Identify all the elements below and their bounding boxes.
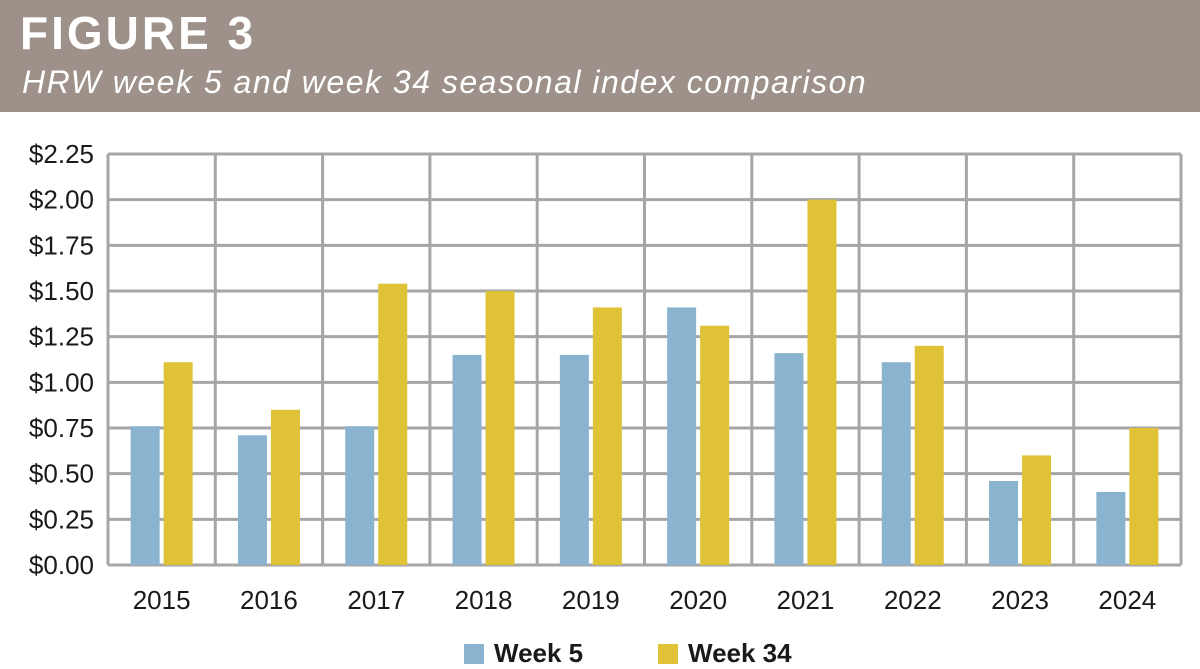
legend-label-week34: Week 34 [688, 638, 792, 668]
x-tick-label: 2015 [133, 585, 191, 615]
bar-week34-2021 [807, 199, 837, 565]
bar-week34-2023 [1022, 455, 1052, 565]
bar-week5-2020 [667, 307, 697, 565]
bars-layer [130, 199, 1159, 565]
x-tick-label: 2021 [777, 585, 835, 615]
y-tick-label: $1.25 [29, 322, 94, 352]
bar-week34-2015 [163, 362, 193, 565]
y-tick-label: $2.00 [29, 185, 94, 215]
y-tick-label: $0.25 [29, 504, 94, 534]
figure-label: FIGURE 3 [20, 7, 257, 59]
x-tick-label: 2022 [884, 585, 942, 615]
bar-week5-2022 [881, 362, 911, 565]
x-tick-label: 2020 [669, 585, 727, 615]
y-tick-label: $1.50 [29, 276, 94, 306]
bar-week34-2024 [1129, 428, 1159, 565]
bar-week34-2020 [700, 325, 730, 565]
bar-week34-2016 [270, 409, 300, 565]
bar-week34-2019 [592, 307, 622, 565]
legend-swatch-week34 [658, 643, 678, 664]
bar-week5-2016 [237, 435, 267, 565]
y-tick-label: $0.50 [29, 459, 94, 489]
legend: Week 5 Week 34 [0, 632, 1200, 668]
figure-subtitle: HRW week 5 and week 34 seasonal index co… [22, 64, 868, 100]
bar-week34-2022 [914, 345, 944, 565]
x-tick-label: 2016 [240, 585, 298, 615]
figure-header: FIGURE 3 HRW week 5 and week 34 seasonal… [0, 0, 1200, 112]
x-tick-label: 2024 [1098, 585, 1156, 615]
bar-week5-2021 [774, 353, 804, 565]
y-axis-ticks: $0.00 $0.25 $0.50 $0.75 $1.00 $1.25 $1.50 $1.75… [29, 139, 94, 580]
bar-week5-2019 [559, 354, 589, 565]
bar-week34-2017 [378, 283, 408, 565]
legend-item-week5: Week 5 [464, 638, 583, 669]
bar-week5-2024 [1096, 491, 1126, 565]
bar-chart: $0.00 $0.25 $0.50 $0.75 $1.00 $1.25 $1.50 $1.75… [29, 139, 1183, 615]
legend-label-week5: Week 5 [494, 638, 584, 668]
grid-layer [106, 152, 1183, 567]
y-tick-label: $0.00 [29, 550, 94, 580]
bar-week5-2018 [452, 354, 482, 565]
bar-week5-2017 [345, 426, 375, 565]
x-tick-label: 2019 [562, 585, 620, 615]
legend-item-week34: Week 34 [658, 638, 792, 669]
y-tick-label: $1.75 [29, 230, 94, 260]
x-tick-label: 2018 [455, 585, 513, 615]
y-tick-label: $1.00 [29, 367, 94, 397]
y-tick-label: $2.25 [29, 139, 94, 169]
x-axis-ticks: 2015 2016 2017 2018 2019 2020 2021 2022 2023 2024 [133, 585, 1157, 615]
y-tick-label: $0.75 [29, 413, 94, 443]
bar-week5-2015 [130, 426, 160, 565]
x-tick-label: 2023 [991, 585, 1049, 615]
x-tick-label: 2017 [347, 585, 405, 615]
bar-week34-2018 [485, 291, 515, 565]
bar-week5-2023 [989, 480, 1019, 565]
legend-swatch-week5 [464, 643, 484, 664]
